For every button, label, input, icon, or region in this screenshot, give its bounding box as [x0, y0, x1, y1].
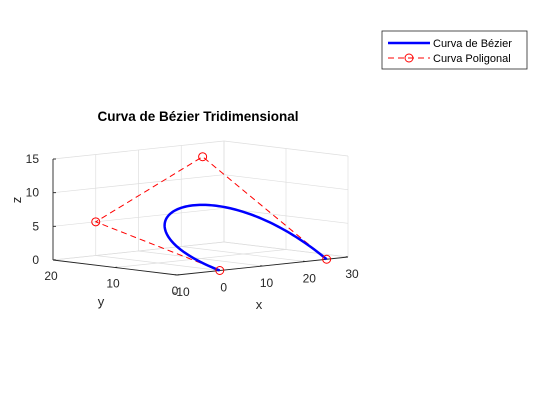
axes: [52, 158, 349, 276]
grid-line: [52, 207, 225, 227]
control-point-marker: [322, 254, 332, 264]
z-tick-label: 10: [26, 186, 40, 200]
x-tick-label: 30: [345, 267, 359, 281]
x-tick-label: 20: [303, 272, 317, 286]
grid-line: [223, 140, 349, 157]
z-tick-label: 15: [26, 152, 40, 166]
y-tick-label: 0: [172, 284, 179, 298]
grid-line: [52, 140, 225, 160]
legend-label-bezier: Curva de Bézier: [433, 38, 512, 50]
y-tick-label: 20: [44, 269, 58, 283]
plot-area: [91, 152, 332, 275]
bezier-curve-line: [163, 203, 328, 272]
z-tick-label: 0: [32, 253, 39, 267]
x-axis-label: x: [256, 297, 263, 312]
control-point-marker: [91, 217, 101, 227]
z-axis-label: z: [9, 197, 24, 204]
chart-title: Curva de Bézier Tridimensional: [97, 109, 298, 124]
grid-line: [223, 174, 349, 191]
x-tick-label: -10: [172, 285, 190, 299]
grid-line: [114, 249, 287, 268]
legend-marker-polygonal: [404, 53, 414, 63]
grid-line: [52, 241, 225, 261]
legend-label-polygonal: Curva Poligonal: [433, 53, 511, 65]
legend-box: [381, 30, 528, 70]
x-tick-label: 0: [220, 281, 227, 295]
control-point-marker: [215, 266, 225, 275]
x-tick-label: 10: [260, 276, 274, 290]
y-tick-label: 10: [106, 277, 120, 291]
control-point-marker: [198, 152, 208, 162]
polygonal-curve-line: [94, 156, 327, 271]
grid-line: [223, 207, 349, 224]
y-axis-label: y: [98, 294, 105, 309]
grid-line: [52, 174, 225, 194]
z-tick-label: 5: [32, 219, 39, 233]
legend: Curva de Bézier Curva Poligonal: [381, 30, 528, 70]
